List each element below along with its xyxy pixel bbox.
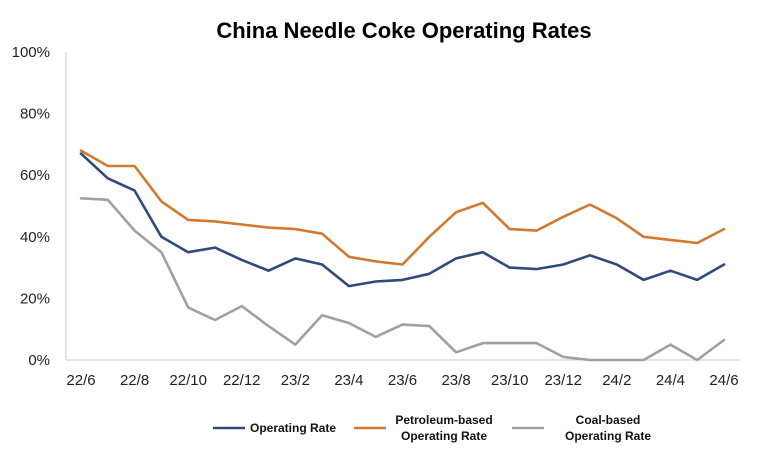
series-line-2	[79, 149, 726, 266]
y-tick-label: 80%	[20, 106, 50, 123]
x-axis: 22/6 22/8 22/10 22/12 23/2 23/4 23/6 23/8 23/10 2…	[66, 372, 738, 389]
y-tick-label: 60%	[20, 167, 50, 184]
x-tick-label: 22/6	[66, 372, 95, 389]
chart-title: China Needle Coke Operating Rates	[216, 18, 591, 43]
x-tick-label: 24/6	[709, 372, 738, 389]
y-tick-label: 20%	[20, 290, 50, 307]
legend-label-2: Petroleum-based Operating Rate	[395, 413, 492, 443]
legend-label-1: Operating Rate	[250, 421, 336, 435]
x-tick-label: 22/10	[169, 372, 207, 389]
y-tick-label: 40%	[20, 229, 50, 246]
series-lines	[79, 149, 726, 362]
x-tick-label: 23/12	[544, 372, 582, 389]
x-tick-label: 23/4	[334, 372, 363, 389]
x-tick-label: 24/4	[656, 372, 685, 389]
y-axis: 0% 20% 40% 60% 80% 100%	[12, 44, 50, 369]
x-tick-label: 22/12	[223, 372, 261, 389]
series-line-1	[79, 152, 726, 288]
legend-label-3: Coal-based Operating Rate	[565, 413, 651, 443]
x-tick-label: 22/8	[120, 372, 149, 389]
x-tick-label: 24/2	[602, 372, 631, 389]
x-tick-label: 23/6	[388, 372, 417, 389]
y-tick-label: 100%	[12, 44, 50, 61]
x-tick-label: 23/8	[441, 372, 470, 389]
x-tick-label: 23/10	[491, 372, 529, 389]
x-tick-label: 23/2	[281, 372, 310, 389]
legend: Operating Rate Petroleum-based Operating R…	[213, 413, 651, 443]
y-tick-label: 0%	[28, 352, 50, 369]
series-line-3	[79, 197, 726, 362]
